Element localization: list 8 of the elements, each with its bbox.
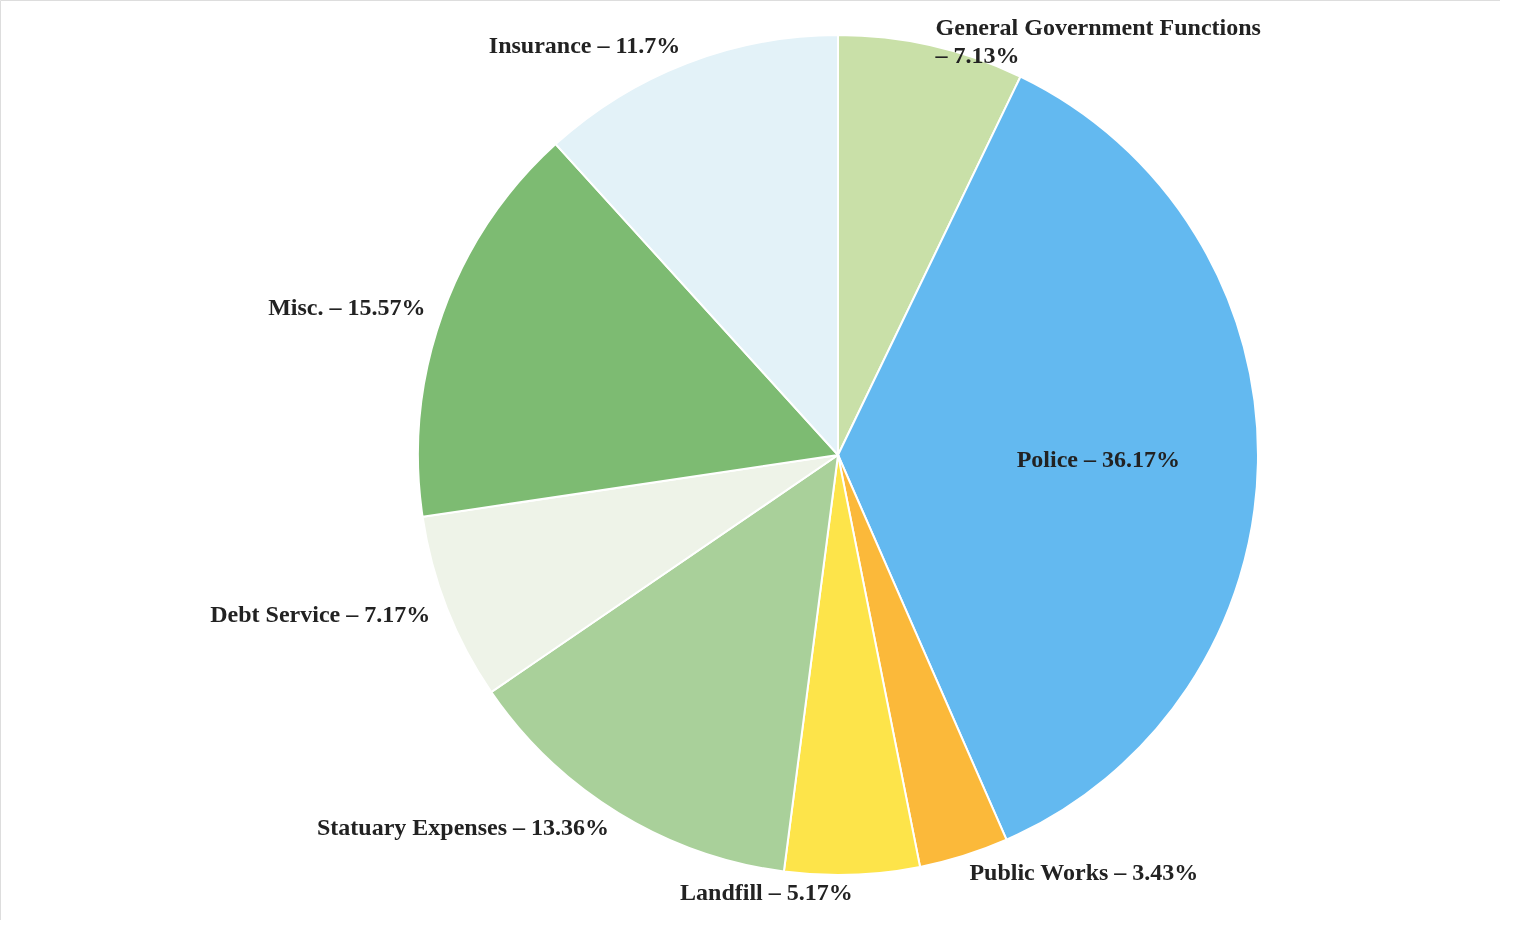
- slice-label: General Government Functions – 7.13%: [934, 14, 1261, 69]
- slice-label: Public Works – 3.43%: [969, 858, 1199, 885]
- slice-label: Misc. – 15.57%: [268, 293, 426, 320]
- slice-label: Police – 36.17%: [1016, 445, 1181, 472]
- slice-label: Landfill – 5.17%: [680, 878, 853, 905]
- slice-label: Debt Service – 7.17%: [210, 600, 431, 627]
- slice-label: Insurance – 11.7%: [488, 32, 681, 59]
- slice-label: Statuary Expenses – 13.36%: [316, 814, 609, 841]
